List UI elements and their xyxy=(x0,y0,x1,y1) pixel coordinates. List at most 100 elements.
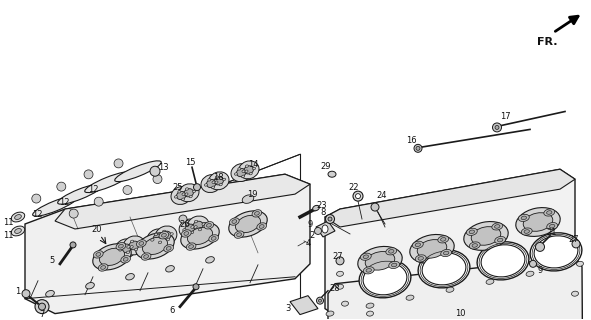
Ellipse shape xyxy=(535,243,544,252)
Ellipse shape xyxy=(317,297,323,304)
Ellipse shape xyxy=(189,195,192,198)
Ellipse shape xyxy=(492,123,502,132)
Ellipse shape xyxy=(153,175,162,184)
Ellipse shape xyxy=(150,166,160,176)
Ellipse shape xyxy=(86,283,95,289)
Ellipse shape xyxy=(141,253,151,260)
Ellipse shape xyxy=(206,257,215,263)
Text: 20: 20 xyxy=(92,226,102,235)
Ellipse shape xyxy=(413,241,423,248)
Text: FR.: FR. xyxy=(537,37,557,47)
Ellipse shape xyxy=(235,215,261,233)
Ellipse shape xyxy=(389,261,400,268)
Text: 9: 9 xyxy=(307,220,313,229)
Ellipse shape xyxy=(100,266,106,269)
Ellipse shape xyxy=(187,216,209,235)
Ellipse shape xyxy=(144,255,148,258)
Text: 16: 16 xyxy=(405,136,416,145)
Ellipse shape xyxy=(255,212,259,215)
Ellipse shape xyxy=(363,255,369,259)
Ellipse shape xyxy=(222,178,226,181)
Ellipse shape xyxy=(530,260,537,267)
Ellipse shape xyxy=(342,301,349,306)
Ellipse shape xyxy=(15,215,21,220)
Polygon shape xyxy=(55,174,310,229)
Text: 14: 14 xyxy=(248,160,258,169)
Ellipse shape xyxy=(177,191,186,200)
Ellipse shape xyxy=(151,238,154,241)
Ellipse shape xyxy=(202,223,205,225)
Ellipse shape xyxy=(162,236,165,238)
Ellipse shape xyxy=(181,223,219,249)
Ellipse shape xyxy=(139,242,144,245)
Ellipse shape xyxy=(208,179,211,181)
Text: 8: 8 xyxy=(320,208,326,217)
Ellipse shape xyxy=(185,193,188,196)
Ellipse shape xyxy=(481,245,525,277)
Text: 6: 6 xyxy=(169,306,175,315)
Ellipse shape xyxy=(219,183,222,186)
Ellipse shape xyxy=(179,215,187,223)
Ellipse shape xyxy=(245,165,248,167)
Ellipse shape xyxy=(415,243,421,247)
Ellipse shape xyxy=(166,246,171,250)
Ellipse shape xyxy=(58,184,102,204)
Ellipse shape xyxy=(121,244,131,253)
Text: 22: 22 xyxy=(349,183,359,192)
Ellipse shape xyxy=(38,303,46,310)
Ellipse shape xyxy=(94,197,103,206)
Ellipse shape xyxy=(391,263,397,267)
Ellipse shape xyxy=(328,171,336,177)
Ellipse shape xyxy=(235,173,238,175)
Ellipse shape xyxy=(422,253,466,285)
Ellipse shape xyxy=(115,239,137,258)
Ellipse shape xyxy=(443,251,449,255)
Ellipse shape xyxy=(33,196,77,216)
Ellipse shape xyxy=(123,186,132,195)
Ellipse shape xyxy=(477,242,529,280)
Ellipse shape xyxy=(179,219,201,238)
Text: 3: 3 xyxy=(285,304,291,313)
Polygon shape xyxy=(188,222,200,232)
Ellipse shape xyxy=(134,248,138,251)
Ellipse shape xyxy=(204,222,214,229)
Ellipse shape xyxy=(356,194,361,199)
Ellipse shape xyxy=(314,228,322,235)
Ellipse shape xyxy=(130,245,133,248)
Ellipse shape xyxy=(336,284,343,289)
Ellipse shape xyxy=(518,214,530,221)
Ellipse shape xyxy=(170,233,173,236)
Ellipse shape xyxy=(159,232,169,239)
Ellipse shape xyxy=(416,146,420,150)
Ellipse shape xyxy=(212,181,215,183)
Ellipse shape xyxy=(495,125,499,129)
Ellipse shape xyxy=(15,228,21,233)
Ellipse shape xyxy=(441,249,452,257)
Ellipse shape xyxy=(576,261,583,266)
Ellipse shape xyxy=(231,164,251,181)
Ellipse shape xyxy=(99,248,125,266)
Ellipse shape xyxy=(236,233,242,236)
Ellipse shape xyxy=(193,221,203,230)
Text: 11: 11 xyxy=(3,218,13,227)
Ellipse shape xyxy=(154,233,158,236)
Ellipse shape xyxy=(215,181,218,183)
Ellipse shape xyxy=(446,287,454,292)
Ellipse shape xyxy=(353,191,363,201)
Ellipse shape xyxy=(11,212,25,222)
Ellipse shape xyxy=(122,243,126,246)
Text: 15: 15 xyxy=(185,158,195,167)
Text: 12: 12 xyxy=(87,185,98,194)
Polygon shape xyxy=(328,257,583,320)
Ellipse shape xyxy=(142,237,167,255)
Ellipse shape xyxy=(498,238,503,242)
Ellipse shape xyxy=(116,243,126,250)
Ellipse shape xyxy=(153,234,163,243)
Ellipse shape xyxy=(11,226,25,236)
Ellipse shape xyxy=(171,187,191,204)
Ellipse shape xyxy=(359,260,411,298)
Ellipse shape xyxy=(336,257,344,265)
Ellipse shape xyxy=(371,203,379,211)
Ellipse shape xyxy=(523,213,553,231)
Ellipse shape xyxy=(212,186,215,188)
